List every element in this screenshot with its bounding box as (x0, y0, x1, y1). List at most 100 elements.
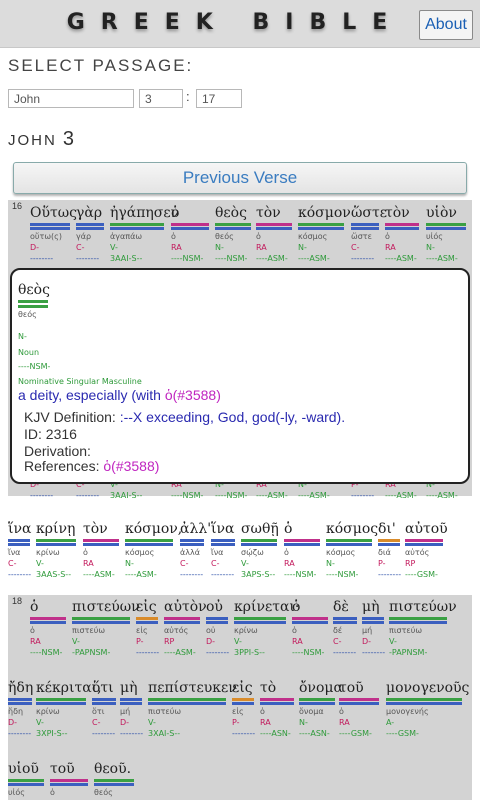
word-bar (136, 617, 158, 620)
interlinear-word[interactable]: τὸν ὁ RA ----ASM- (385, 204, 423, 265)
interlinear-word[interactable]: οὐ οὐ D- -------- (206, 598, 232, 659)
references-label: References: (24, 458, 104, 474)
interlinear-word[interactable]: πιστεύων πιστεύω V- -PAPNSM- (72, 598, 140, 659)
word-bar (215, 223, 251, 226)
interlinear-word[interactable]: πιστεύων πιστεύω V- -PAPNSM- (389, 598, 457, 659)
verse-18[interactable]: 18 ὁ ὁ RA ----NSM-πιστεύων πιστεύω V- -PAPNSM-… (8, 595, 472, 800)
word-bar (351, 227, 379, 230)
derivation: Derivation: (24, 443, 91, 459)
interlinear-word[interactable]: αὐτὸν αὐτός RP ----ASM- (164, 598, 207, 659)
greek-word: γὰρ (76, 205, 103, 221)
interlinear-word[interactable]: πεπίστευκεν πιστεύω V- 3XAI-S-- (148, 679, 237, 740)
verse-16-continued[interactable]: ἵνα ἵνα C- -------- κρίνῃ κρίνω V- 3AAS-S-- τὸν ὁ… (8, 518, 472, 592)
definition-link[interactable]: ὁ(#3588) (164, 387, 221, 403)
word-parse: -------- (211, 570, 235, 579)
interlinear-word[interactable]: N- ----ASM- (298, 479, 348, 502)
interlinear-word[interactable]: μὴ μή D- -------- (362, 598, 388, 659)
greek-word: πεπίστευκεν (148, 680, 237, 696)
word-bar (284, 543, 320, 546)
interlinear-word[interactable]: τὸν ὁ RA ----ASM- (83, 520, 123, 581)
interlinear-word[interactable]: υἱὸν υἱός N- ----ASM- (426, 204, 470, 265)
interlinear-word[interactable]: κόσμον, κόσμος N- ----ASM- (125, 520, 182, 581)
word-parse: ----NSM- (292, 648, 325, 657)
word-parse: ----ASM- (256, 491, 288, 500)
interlinear-word[interactable]: ὅτι ὅτι C- -------- (92, 679, 120, 740)
book-input[interactable]: John (8, 89, 134, 108)
interlinear-word[interactable]: σωθῇ σῴζω V- 3APS-S-- (241, 520, 281, 581)
greek-word: ἵνα (211, 521, 235, 537)
word-parse: -------- (333, 648, 357, 657)
word-bar (76, 227, 104, 230)
interlinear-word[interactable]: C- -------- (76, 479, 108, 502)
interlinear-word[interactable]: τοῦ ὁ RA ----GSM- (339, 679, 383, 740)
interlinear-word[interactable]: εἰς εἰς P- -------- (136, 598, 162, 659)
interlinear-word[interactable]: ὁ ὁ RA ----NSM- (292, 598, 332, 659)
interlinear-word[interactable]: κέκριται, κρίνω V- 3XPI-S-- (36, 679, 102, 740)
word-parse: ----ASM- (426, 254, 458, 263)
interlinear-word[interactable]: μὴ μή D- -------- (120, 679, 146, 740)
word-lexeme: ἤδη (8, 707, 24, 716)
greek-word: ἵνα (8, 521, 32, 537)
interlinear-word[interactable]: τὸ ὁ RA ----ASN- (260, 679, 298, 740)
word-pos: RA (171, 480, 182, 489)
interlinear-word[interactable]: D- -------- (30, 479, 74, 502)
interlinear-word[interactable]: ἵνα ἵνα C- -------- (211, 520, 239, 581)
interlinear-word[interactable]: τὸν ὁ RA ----ASM- (256, 204, 296, 265)
interlinear-word[interactable]: θεὸς θεός N- ----NSM- (215, 204, 255, 265)
interlinear-word[interactable]: κρίνεται· κρίνω V- 3PPI-S-- (234, 598, 299, 659)
word-lexeme: ὁ (50, 788, 55, 797)
greek-word: πιστεύων (389, 599, 457, 615)
interlinear-word[interactable]: ὥστε ὥστε C- -------- (351, 204, 387, 265)
word-bar (148, 698, 226, 701)
interlinear-word[interactable]: ἵνα ἵνα C- -------- (8, 520, 34, 581)
word-bar (378, 539, 400, 542)
interlinear-word[interactable]: N- ----NSM- (215, 479, 255, 502)
word-pos: V- (72, 637, 80, 646)
word-pos: RA (339, 718, 350, 727)
interlinear-word[interactable]: κόσμος κόσμος N- ----NSM- (326, 520, 378, 581)
word-pos: RA (171, 243, 182, 252)
interlinear-word[interactable]: RA ----ASM- (256, 479, 296, 502)
popup-word: θεὸς (18, 282, 50, 298)
interlinear-word[interactable]: δὲ δέ C- -------- (333, 598, 361, 659)
popup-definition: a deity, especially (with ὁ(#3588) (18, 387, 221, 403)
verse-input[interactable]: 17 (196, 89, 242, 108)
word-pos: RA (30, 637, 41, 646)
interlinear-word[interactable]: ὁ ὁ RA ----NSM- (171, 204, 213, 265)
interlinear-word[interactable]: κρίνῃ κρίνω V- 3AAS-S-- (36, 520, 80, 581)
interlinear-word[interactable]: υἱοῦυἱόςN- (8, 760, 48, 800)
interlinear-word[interactable]: ὄνομα ὄνομα N- ----ASN- (299, 679, 343, 740)
interlinear-word[interactable]: P- -------- (351, 479, 383, 502)
interlinear-word[interactable]: αὐτοῦ αὐτός RP ----GSM- (405, 520, 448, 581)
interlinear-word[interactable]: εἰς εἰς P- -------- (232, 679, 258, 740)
interlinear-word[interactable]: κόσμον κόσμος N- ----ASM- (298, 204, 351, 265)
interlinear-word[interactable]: ἀλλ' ἀλλά C- -------- (180, 520, 211, 581)
interlinear-word[interactable]: RA ----NSM- (171, 479, 213, 502)
interlinear-word[interactable]: μονογενοῦς μονογενής A- ----GSM- (386, 679, 470, 740)
greek-word: μονογενοῦς (386, 680, 470, 696)
word-lexeme: μή (362, 626, 373, 635)
interlinear-word[interactable]: N- ----ASM- (426, 479, 470, 502)
about-button[interactable]: About (419, 10, 473, 40)
word-parse: ----ASM- (298, 491, 330, 500)
chapter-input[interactable]: 3 (139, 89, 183, 108)
interlinear-word[interactable]: γὰρ γάρ C- -------- (76, 204, 108, 265)
interlinear-word[interactable]: ὁ ὁ RA ----NSM- (284, 520, 324, 581)
word-detail-popup[interactable]: θεὸς θεός N- Noun ----NSM- Nominative Si… (10, 268, 470, 484)
interlinear-word[interactable]: ἤδη ἤδη D- -------- (8, 679, 36, 740)
word-bar (92, 702, 116, 705)
references-link[interactable]: ὁ(#3588) (103, 458, 160, 474)
interlinear-word[interactable]: δι' διά P- -------- (378, 520, 404, 581)
interlinear-word[interactable]: Οὕτως οὕτω(ς) D- -------- (30, 204, 77, 265)
word-parse: -------- (76, 491, 100, 500)
greek-word: ὁ (284, 521, 293, 537)
interlinear-word[interactable]: ἠγάπησεν ἀγαπάω V- 3AAI-S-- (110, 204, 179, 265)
interlinear-word[interactable]: V- 3AAI-S-- (110, 479, 168, 502)
interlinear-word[interactable]: ὁ ὁ RA ----NSM- (30, 598, 70, 659)
interlinear-word[interactable]: RA ----ASM- (385, 479, 423, 502)
word-parse: ----NSM- (326, 570, 359, 579)
previous-verse-button[interactable]: Previous Verse (13, 162, 467, 194)
